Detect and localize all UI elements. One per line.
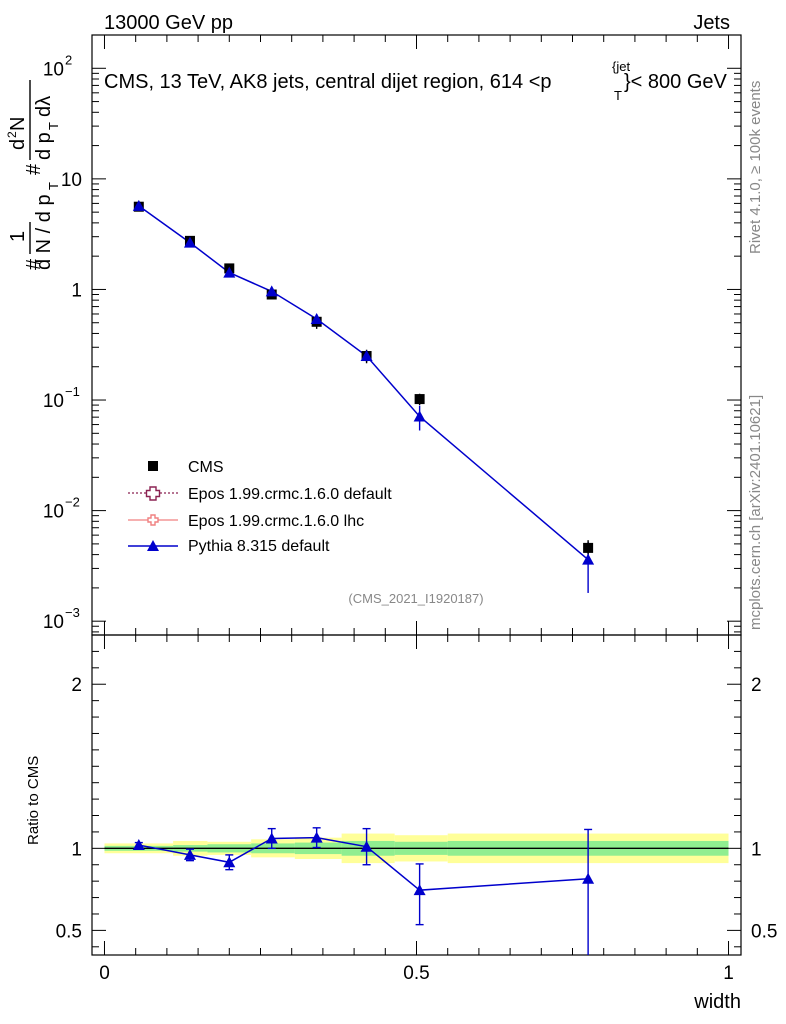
svg-text:#: # [23, 163, 45, 175]
pythia-point [265, 285, 278, 297]
legend-label-epos-default: Epos 1.99.crmc.1.6.0 default [188, 486, 392, 503]
pythia-point [223, 266, 236, 278]
bottom-y-tick-label-right: 1 [751, 839, 762, 860]
bottom-y-tick-label-left: 2 [71, 675, 82, 696]
bottom-y-axis-label: Ratio to CMS [25, 756, 42, 845]
svg-text:d: d [7, 139, 29, 150]
top-y-tick-text: 10 [43, 59, 64, 80]
legend-entry-cms: CMS [148, 459, 224, 476]
cms-point [583, 542, 594, 553]
mcplots-label: mcplots.cern.ch [arXiv:2401.10621] [747, 395, 764, 630]
legend-marker-pythia [147, 540, 159, 551]
legend-marker-epos-default [145, 486, 161, 501]
svg-text:T: T [46, 122, 61, 130]
header-right-label: Jets [693, 12, 730, 34]
bottom-plot-frame [91, 634, 742, 956]
top-y-tick-exponent: 2 [65, 52, 72, 67]
plot-title-main: CMS, 13 TeV, AK8 jets, central dijet reg… [104, 71, 552, 93]
pythia-point [183, 236, 196, 248]
top-y-tick-label: 10 [61, 170, 82, 191]
ratio-pythia-point [223, 856, 236, 868]
bottom-y-tick-label-left: 0.5 [56, 921, 82, 942]
top-y-tick-label: 10 −2 [43, 495, 80, 523]
top-y-tick-exponent: −2 [65, 495, 80, 510]
pythia-line [138, 205, 589, 561]
legend-marker-cms [148, 461, 158, 471]
svg-text:N: N [7, 117, 29, 131]
ratio-pythia-point [183, 848, 196, 860]
bottom-y-tick-label-left: 1 [71, 839, 82, 860]
top-y-axis-label: # 1 d N / d p T # d 2 N d p T dλ [5, 80, 61, 270]
ratio-pythia-point [265, 832, 278, 844]
svg-text:1: 1 [7, 231, 29, 242]
legend-label-cms: CMS [188, 459, 224, 476]
legend-label-pythia: Pythia 8.315 default [188, 538, 330, 555]
top-y-tick-exponent: −1 [65, 384, 80, 399]
bottom-x-tick-label: 1 [723, 963, 734, 984]
plot-title-suffix: }< 800 GeV [624, 71, 728, 93]
svg-text:T: T [46, 182, 61, 190]
svg-text:dλ: dλ [33, 96, 55, 117]
ratio-pythia-point [132, 839, 145, 851]
legend-entry-epos-lhc: Epos 1.99.crmc.1.6.0 lhc [128, 513, 364, 530]
svg-text:d N / d p: d N / d p [33, 194, 55, 270]
top-y-tick-exponent: −3 [65, 605, 80, 620]
bottom-y-tick-label-right: 0.5 [751, 921, 777, 942]
top-y-tick-label: 10 −1 [43, 384, 80, 412]
analysis-watermark: (CMS_2021_I1920187) [348, 591, 483, 606]
svg-text:#: # [23, 258, 45, 270]
svg-text:d p: d p [33, 132, 55, 160]
legend-marker-epos-lhc [147, 514, 159, 526]
legend: CMS Epos 1.99.crmc.1.6.0 default Epos 1.… [128, 459, 392, 555]
bottom-panel: 0 0.5 1 width 0.5 0.5 1 1 2 2 [56, 634, 777, 1013]
pythia-point [582, 553, 595, 565]
top-y-tick-label: 1 [71, 280, 82, 301]
rivet-label: Rivet 4.1.0, ≥ 100k events [747, 81, 764, 254]
ratio-pythia-point [310, 831, 323, 843]
ratio-pythia-line [138, 836, 589, 891]
bottom-x-tick-label: 0.5 [403, 963, 429, 984]
pythia-point [413, 410, 426, 422]
top-y-tick-label: 10 2 [43, 52, 72, 80]
legend-label-epos-lhc: Epos 1.99.crmc.1.6.0 lhc [188, 513, 364, 530]
top-y-tick-label: 10 −3 [43, 605, 80, 633]
ratio-pythia-point [413, 884, 426, 896]
bottom-y-tick-label-right: 2 [751, 675, 762, 696]
pythia-point [310, 313, 323, 325]
header-left-label: 13000 GeV pp [104, 12, 233, 34]
plot-title-sup: {jet [612, 59, 630, 74]
legend-entry-pythia: Pythia 8.315 default [128, 538, 330, 555]
ratio-pythia-point [360, 840, 373, 852]
plot-title-sub: T [614, 88, 622, 103]
legend-entry-epos-default: Epos 1.99.crmc.1.6.0 default [128, 486, 392, 503]
top-y-tick-text: 1 [71, 280, 82, 301]
bottom-x-tick-label: 0 [99, 963, 110, 984]
pythia-point [132, 199, 145, 211]
ratio-pythia-point [582, 872, 595, 884]
svg-text:2: 2 [5, 131, 19, 138]
top-y-tick-text: 10 [43, 612, 64, 633]
top-y-tick-text: 10 [43, 502, 64, 523]
top-y-tick-text: 10 [61, 170, 82, 191]
top-y-tick-text: 10 [43, 391, 64, 412]
pythia-point [360, 350, 373, 362]
cms-point [414, 394, 425, 405]
bottom-x-axis-label: width [693, 991, 741, 1013]
plot-title: CMS, 13 TeV, AK8 jets, central dijet reg… [104, 59, 728, 103]
